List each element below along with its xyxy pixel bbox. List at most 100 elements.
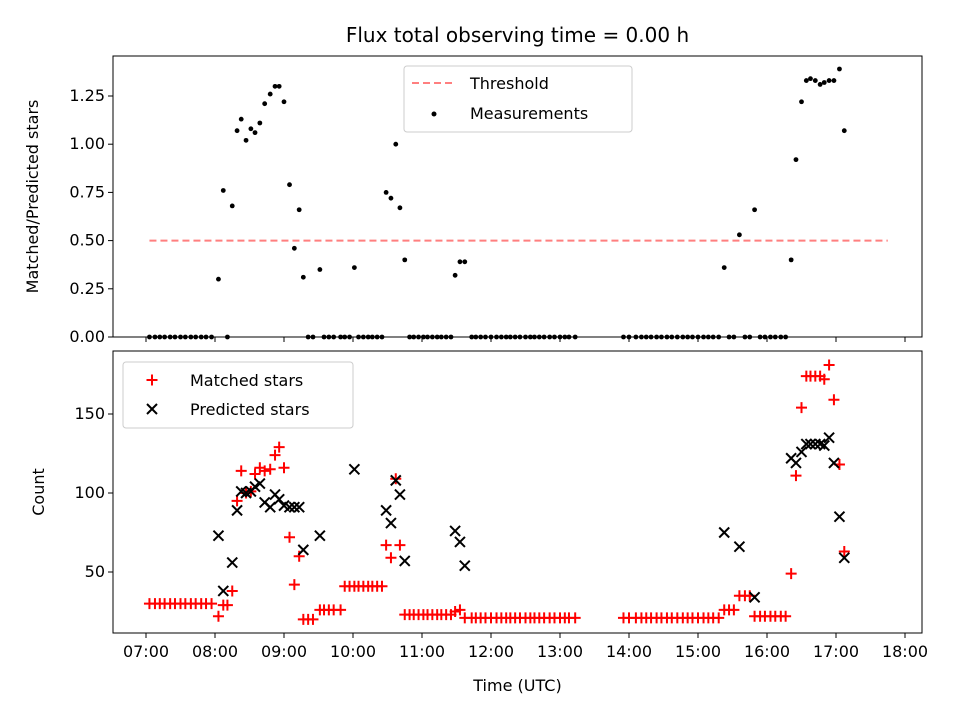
matched-star-point (780, 610, 792, 622)
count-legend: Matched stars Predicted stars (122, 361, 354, 429)
ratio-y-tick-label: 0.00 (69, 327, 105, 346)
measurement-point (296, 207, 302, 213)
measurement-point (397, 205, 403, 211)
predicted-star-point (390, 474, 402, 487)
ratio-y-axis-label: Matched/Predicted stars (23, 100, 42, 294)
measurement-point (452, 272, 458, 278)
measurement-point (457, 259, 463, 265)
legend-matched-label: Matched stars (190, 371, 303, 390)
matched-star-point (380, 539, 392, 551)
predicted-star-point (833, 510, 846, 523)
predicted-star-point (212, 529, 225, 542)
measurement-point (388, 195, 394, 201)
matched-star-point (284, 531, 296, 543)
x-tick-label: 09:00 (261, 642, 307, 661)
matched-star-point (259, 465, 271, 477)
predicted-star-point (264, 501, 276, 513)
matched-star-point (335, 604, 347, 616)
count-y-tick-label: 150 (74, 404, 105, 423)
count-plot-frame (112, 350, 923, 634)
measurement-point (841, 128, 847, 134)
x-ticks: 07:00 08:00 09:00 10:00 11:00 12:00 13:00 14:00… (123, 633, 928, 661)
predicted-star-point (399, 555, 411, 567)
predicted-star-point (454, 536, 466, 548)
predicted-star-point (459, 559, 471, 572)
ratio-legend: Threshold Measurements (403, 65, 633, 133)
chart-title: Flux total observing time = 0.00 h (346, 23, 689, 47)
matched-star-point (264, 463, 276, 475)
measurement-point (817, 82, 823, 87)
x-tick-label: 10:00 (330, 642, 376, 661)
x-tick-label: 15:00 (675, 642, 721, 661)
matched-star-point (385, 552, 397, 564)
x-tick-label: 16:00 (744, 642, 790, 661)
matched-star-point (390, 473, 402, 485)
legend-measurements-label: Measurements (470, 104, 588, 123)
measurement-point (276, 83, 282, 89)
count-panel: Count Time (UTC) 50 100 150 07:00 08:00 09:0… (29, 350, 928, 695)
measurement-point (826, 78, 832, 83)
measurement-point (803, 78, 809, 83)
predicted-star-point (449, 525, 461, 537)
predicted-star-point (818, 439, 830, 452)
count-y-tick-label: 50 (85, 562, 105, 581)
matched-star-point (273, 441, 285, 453)
measurement-point (837, 66, 842, 72)
predicted-star-point (288, 501, 301, 513)
matched-star-point (449, 606, 461, 617)
predicted-star-point (297, 544, 310, 556)
matched-star-point (293, 550, 305, 562)
measurement-point (383, 190, 389, 195)
predicted-star-point (385, 517, 397, 529)
matched-star-point (394, 539, 406, 551)
matched-star-point (818, 373, 830, 385)
ratio-y-tick-label: 1.25 (69, 86, 105, 105)
count-legend-box (122, 361, 354, 429)
legend-measurements-swatch (431, 111, 437, 117)
ratio-legend-box (403, 65, 633, 133)
measurement-point (393, 141, 399, 147)
predicted-star-point (283, 501, 296, 513)
measurement-point (272, 83, 278, 89)
predicted-star-point (394, 488, 406, 501)
matched-star-point (221, 599, 233, 611)
x-tick-label: 17:00 (813, 642, 859, 661)
measurement-point (281, 99, 287, 105)
measurement-points (147, 66, 847, 340)
matched-star-point (226, 585, 238, 597)
matched-star-point (569, 612, 581, 624)
x-tick-label: 08:00 (192, 642, 238, 661)
legend-matched-swatch (146, 374, 158, 386)
predicted-star-point (718, 526, 730, 539)
ratio-y-ticks: 0.00 0.25 0.50 0.75 1.00 1.25 (69, 86, 113, 346)
measurement-point (831, 78, 837, 83)
matched-star-point (307, 613, 319, 625)
predicted-star-point (226, 556, 238, 569)
predicted-star-point (733, 541, 746, 553)
measurement-point (220, 188, 226, 193)
matched-star-point (838, 545, 850, 557)
legend-predicted-swatch (146, 403, 158, 415)
predicted-star-point (838, 552, 850, 564)
matched-star-point (235, 465, 247, 477)
count-y-ticks: 50 100 150 (74, 404, 113, 581)
matched-star-point (728, 604, 740, 616)
matched-star-point (823, 359, 835, 371)
measurement-point (793, 157, 799, 163)
matched-star-point (206, 598, 218, 610)
legend-matched-marker (146, 374, 158, 386)
measurement-point (462, 259, 468, 265)
ratio-plot-frame (112, 55, 923, 338)
measurement-point (402, 257, 408, 263)
measurement-point (317, 267, 323, 272)
x-axis-label: Time (UTC) (472, 676, 561, 695)
x-tick-label: 11:00 (399, 642, 445, 661)
count-points (143, 359, 850, 625)
measurement-point (300, 274, 306, 280)
legend-predicted-marker (146, 403, 158, 415)
predicted-star-point (809, 438, 822, 450)
x-tick-label: 07:00 (123, 642, 169, 661)
matched-star-point (249, 468, 261, 480)
predicted-star-point (823, 431, 835, 444)
ratio-y-tick-label: 0.25 (69, 279, 105, 298)
